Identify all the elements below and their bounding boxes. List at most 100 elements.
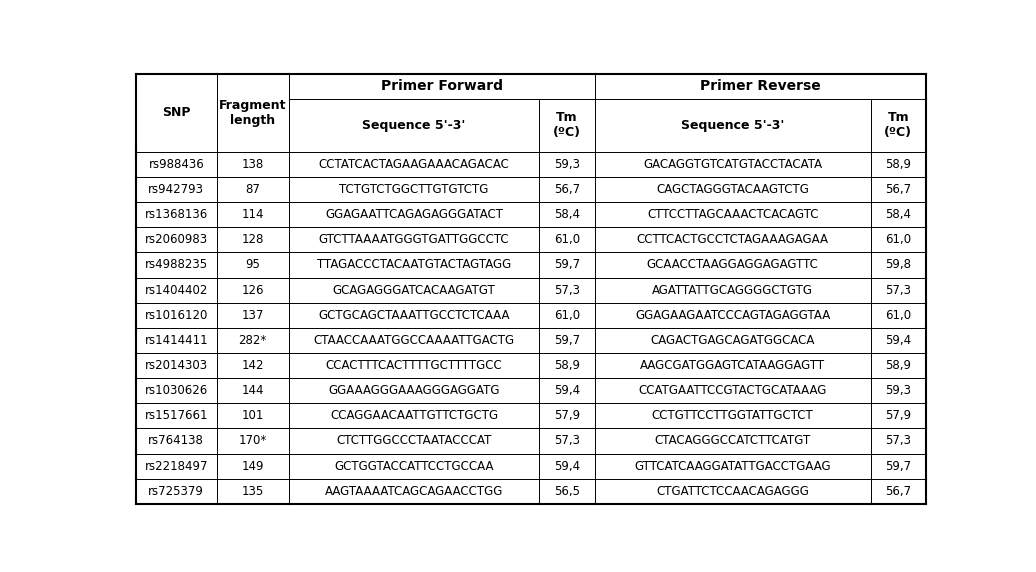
Text: AGATTATTGCAGGGGCTGTG: AGATTATTGCAGGGGCTGTG (653, 284, 813, 297)
Bar (595, 353, 870, 378)
Text: 56,7: 56,7 (886, 484, 912, 498)
Bar (595, 227, 870, 252)
Text: 57,3: 57,3 (554, 435, 580, 447)
Bar (136, 227, 217, 252)
Bar (136, 353, 217, 378)
Text: rs1517661: rs1517661 (145, 410, 208, 422)
Bar (136, 177, 217, 202)
Bar (217, 177, 289, 202)
Bar (217, 152, 289, 177)
Text: rs2060983: rs2060983 (145, 233, 208, 247)
Text: 59,4: 59,4 (554, 384, 580, 397)
Text: 59,4: 59,4 (554, 459, 580, 472)
Bar (289, 74, 595, 99)
Text: CCACTTTCACTTTTGCTTTTGCC: CCACTTTCACTTTTGCTTTTGCC (325, 359, 502, 372)
Bar (136, 428, 217, 454)
Text: 126: 126 (241, 284, 264, 297)
Text: 56,5: 56,5 (554, 484, 580, 498)
Bar (289, 353, 540, 378)
Text: 59,7: 59,7 (886, 459, 912, 472)
Bar (289, 454, 540, 479)
Bar (595, 202, 870, 227)
Bar (540, 252, 595, 277)
Bar (540, 454, 595, 479)
Text: SNP: SNP (162, 106, 191, 120)
Text: 58,9: 58,9 (886, 158, 912, 171)
Bar (870, 403, 926, 428)
Bar (217, 227, 289, 252)
Bar (870, 99, 926, 152)
Bar (540, 328, 595, 353)
Text: CAGACTGAGCAGATGGCACA: CAGACTGAGCAGATGGCACA (651, 334, 815, 347)
Bar (870, 479, 926, 504)
Bar (217, 277, 289, 303)
Bar (870, 177, 926, 202)
Text: 170*: 170* (238, 435, 267, 447)
Bar (289, 328, 540, 353)
Text: 87: 87 (246, 183, 260, 196)
Text: CCATGAATTCCGTACTGCATAAAG: CCATGAATTCCGTACTGCATAAAG (638, 384, 827, 397)
Text: 128: 128 (241, 233, 264, 247)
Text: 59,3: 59,3 (554, 158, 580, 171)
Bar (136, 152, 217, 177)
Text: 56,7: 56,7 (886, 183, 912, 196)
Text: 142: 142 (241, 359, 264, 372)
Bar (289, 303, 540, 328)
Text: 59,7: 59,7 (554, 334, 580, 347)
Text: GTCTTAAAATGGGTGATTGGCCTC: GTCTTAAAATGGGTGATTGGCCTC (319, 233, 510, 247)
Text: rs2218497: rs2218497 (145, 459, 208, 472)
Bar (540, 303, 595, 328)
Text: 57,9: 57,9 (886, 410, 912, 422)
Bar (289, 252, 540, 277)
Text: CCTTCACTGCCTCTAGAAAGAGAA: CCTTCACTGCCTCTAGAAAGAGAA (637, 233, 829, 247)
Text: GGAGAAGAATCCCAGTAGAGGTAA: GGAGAAGAATCCCAGTAGAGGTAA (635, 309, 830, 322)
Text: GGAAAGGGAAAGGGAGGATG: GGAAAGGGAAAGGGAGGATG (328, 384, 500, 397)
Text: 149: 149 (241, 459, 264, 472)
Bar (870, 303, 926, 328)
Bar (595, 479, 870, 504)
Bar (540, 152, 595, 177)
Bar (540, 227, 595, 252)
Bar (870, 227, 926, 252)
Text: 56,7: 56,7 (554, 183, 580, 196)
Text: CTAACCAAATGGCCAAAATTGACTG: CTAACCAAATGGCCAAAATTGACTG (314, 334, 515, 347)
Text: GGAGAATTCAGAGAGGGATACT: GGAGAATTCAGAGAGGGATACT (325, 208, 503, 221)
Bar (289, 227, 540, 252)
Text: 101: 101 (241, 410, 264, 422)
Text: 58,4: 58,4 (554, 208, 580, 221)
Text: 61,0: 61,0 (554, 309, 580, 322)
Text: 138: 138 (241, 158, 264, 171)
Bar (217, 353, 289, 378)
Text: Tm
(ºC): Tm (ºC) (553, 112, 581, 140)
Text: CCTATCACTAGAAGAAACAGACAC: CCTATCACTAGAAGAAACAGACAC (319, 158, 510, 171)
Bar (289, 277, 540, 303)
Bar (136, 378, 217, 403)
Bar (217, 328, 289, 353)
Bar (289, 479, 540, 504)
Bar (217, 378, 289, 403)
Bar (595, 454, 870, 479)
Text: rs725379: rs725379 (148, 484, 204, 498)
Bar (289, 403, 540, 428)
Text: CCAGGAACAATTGTTCTGCTG: CCAGGAACAATTGTTCTGCTG (330, 410, 498, 422)
Text: 58,9: 58,9 (554, 359, 580, 372)
Bar (136, 303, 217, 328)
Bar (217, 303, 289, 328)
Bar (136, 202, 217, 227)
Bar (136, 252, 217, 277)
Text: 61,0: 61,0 (554, 233, 580, 247)
Bar (595, 252, 870, 277)
Text: rs1016120: rs1016120 (145, 309, 208, 322)
Text: 58,4: 58,4 (886, 208, 912, 221)
Text: GCAGAGGGATCACAAGATGT: GCAGAGGGATCACAAGATGT (333, 284, 495, 297)
Bar (595, 152, 870, 177)
Text: 114: 114 (241, 208, 264, 221)
Bar (595, 328, 870, 353)
Bar (136, 328, 217, 353)
Text: 59,7: 59,7 (554, 259, 580, 272)
Bar (289, 152, 540, 177)
Bar (289, 202, 540, 227)
Text: rs1404402: rs1404402 (145, 284, 208, 297)
Bar (136, 74, 217, 152)
Text: 58,9: 58,9 (886, 359, 912, 372)
